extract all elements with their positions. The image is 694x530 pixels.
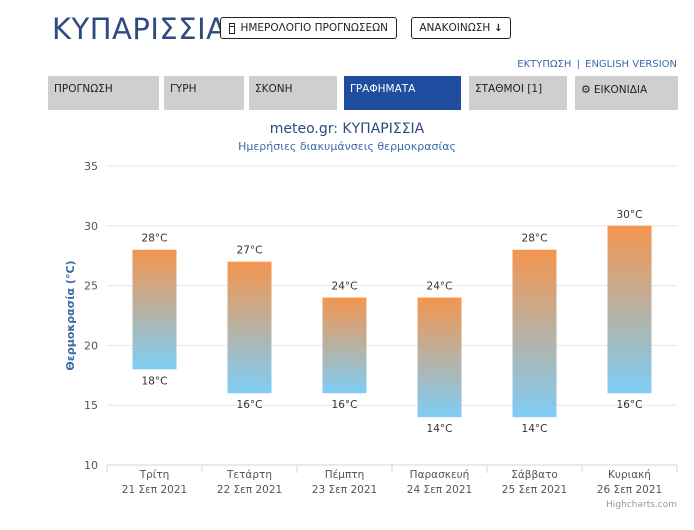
tab-widgets-label: ΕΙΚΟΝΙΔΙΑ [593,84,648,96]
y-tick-label: 30 [84,220,98,233]
announcement-button[interactable]: ΑΝΑΚΟΙΝΩΣΗ ↓ [411,17,511,39]
print-link[interactable]: ΕΚΤΥΠΩΣΗ [517,59,572,70]
y-tick-label: 20 [84,339,98,352]
max-temp-label: 28°C [142,233,168,245]
announcement-label: ΑΝΑΚΟΙΝΩΣΗ [419,22,491,34]
y-tick-label: 15 [84,399,98,412]
x-tick-day-label: Τετάρτη [226,469,272,481]
gear-icon: ⚙ [581,83,591,96]
min-temp-label: 14°C [522,423,548,435]
tab-charts[interactable]: ΓΡΑΦΗΜΑΤΑ [344,76,461,110]
city-title: ΚΥΠΑΡΙΣΣΙΑ [52,12,227,46]
min-temp-label: 16°C [237,399,263,411]
x-tick-day-label: Πέμπτη [325,469,365,481]
min-temp-label: 16°C [617,399,643,411]
min-temp-label: 18°C [142,375,168,387]
forecast-calendar-button[interactable]: ΗΜΕΡΟΛΟΓΙΟ ΠΡΟΓΝΩΣΕΩΝ [220,17,397,39]
highcharts-credit: Highcharts.com [606,500,677,510]
top-links: ΕΚΤΥΠΩΣΗ | ENGLISH VERSION [517,59,677,70]
x-tick-date-label: 21 Σεπ 2021 [122,484,187,496]
max-temp-label: 27°C [237,245,263,257]
x-tick-date-label: 23 Σεπ 2021 [312,484,377,496]
temperature-range-bar [227,261,272,394]
forecast-calendar-label: ΗΜΕΡΟΛΟΓΙΟ ΠΡΟΓΝΩΣΕΩΝ [240,22,388,34]
y-tick-label: 35 [84,160,98,173]
calendar-icon [229,22,236,34]
chart-axes: 10 15 20 25 30 35 Θερμοκρασία (°C) Τρίτη 21 Σεπ … [64,160,678,510]
tab-dust[interactable]: ΣΚΟΝΗ [249,76,337,110]
tab-pollen[interactable]: ΓΥΡΗ [164,76,244,110]
x-tick-date-label: 25 Σεπ 2021 [502,484,567,496]
temperature-range-bar [512,249,557,418]
tab-stations[interactable]: ΣΤΑΘΜΟΙ [1] [469,76,567,110]
x-tick-day-label: Σάββατο [511,469,558,481]
temperature-range-bar [132,249,177,370]
y-tick-label: 25 [84,280,98,293]
max-temp-label: 24°C [332,281,358,293]
arrow-down-icon: ↓ [494,22,503,34]
y-axis-title: Θερμοκρασία (°C) [64,260,77,370]
tab-widgets[interactable]: ⚙ ΕΙΚΟΝΙΔΙΑ [575,76,678,110]
english-version-link[interactable]: ENGLISH VERSION [585,59,677,70]
chart-labels: 28°C 18°C 27°C 16°C 24°C 16°C 24°C 14°C 28°C 14°C… [142,209,643,435]
x-tick-date-label: 26 Σεπ 2021 [597,484,662,496]
chart-subtitle: Ημερήσιες διακυμάνσεις θερμοκρασίας [238,140,456,153]
x-tick-day-label: Παρασκευή [410,469,470,481]
max-temp-label: 28°C [522,233,548,245]
chart-title: meteo.gr: ΚΥΠΑΡΙΣΣΙΑ [269,121,425,137]
min-temp-label: 14°C [427,423,453,435]
x-tick-date-label: 24 Σεπ 2021 [407,484,472,496]
x-tick-day-label: Κυριακή [608,469,651,481]
chart-bars [132,225,652,418]
temperature-range-bar [607,225,652,394]
max-temp-label: 24°C [427,281,453,293]
chart-grid [107,165,677,406]
x-tick-day-label: Τρίτη [139,469,170,481]
tab-forecast[interactable]: ΠΡΟΓΝΩΣΗ [48,76,159,110]
y-tick-label: 10 [84,459,98,472]
temperature-range-bar [322,297,367,394]
min-temp-label: 16°C [332,399,358,411]
max-temp-label: 30°C [617,209,643,221]
temperature-range-bar [417,297,462,418]
x-tick-date-label: 22 Σεπ 2021 [217,484,282,496]
link-separator: | [576,59,580,70]
